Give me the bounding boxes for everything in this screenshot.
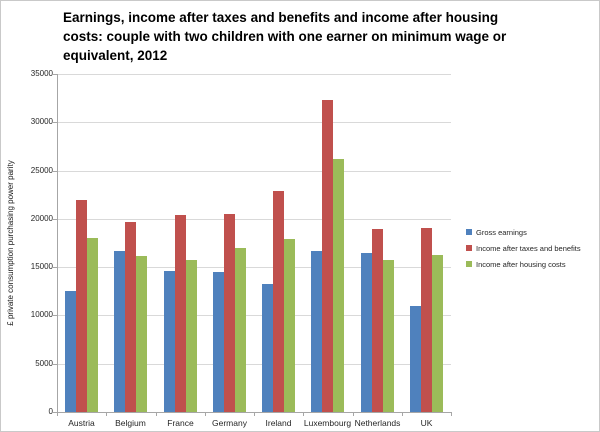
x-tick xyxy=(254,412,255,416)
y-tick-label: 25000 xyxy=(30,166,53,175)
y-tick-label: 35000 xyxy=(30,69,53,78)
x-cat-label: Ireland xyxy=(265,418,292,428)
x-cat-label: Germany xyxy=(212,418,247,428)
x-cat-label: Netherlands xyxy=(354,418,401,428)
y-tick xyxy=(53,315,57,316)
gridline xyxy=(57,219,451,220)
bar xyxy=(235,248,246,412)
chart-title-line: costs: couple with two children with one… xyxy=(63,29,507,44)
bar xyxy=(186,260,197,412)
chart-title-line: equivalent, 2012 xyxy=(63,48,168,63)
y-axis-title: £ private consumption purchasing power p… xyxy=(6,160,15,326)
bar xyxy=(76,200,87,412)
x-tick xyxy=(451,412,452,416)
bar xyxy=(65,291,76,412)
x-tick xyxy=(303,412,304,416)
x-cat-label: Belgium xyxy=(115,418,146,428)
bar xyxy=(224,214,235,412)
bar xyxy=(383,260,394,412)
bar xyxy=(164,271,175,412)
legend: Gross earnings Income after taxes and be… xyxy=(466,227,581,275)
y-tick xyxy=(53,171,57,172)
legend-item: Income after taxes and benefits xyxy=(466,243,581,253)
bar xyxy=(432,255,443,412)
x-tick xyxy=(57,412,58,416)
y-tick xyxy=(53,267,57,268)
legend-label: Income after housing costs xyxy=(476,259,566,269)
x-tick xyxy=(106,412,107,416)
legend-label: Gross earnings xyxy=(476,227,527,237)
y-tick-label: 10000 xyxy=(30,310,53,319)
y-tick xyxy=(53,412,57,413)
gridline xyxy=(57,122,451,123)
gridline xyxy=(57,74,451,75)
legend-item: Income after housing costs xyxy=(466,259,581,269)
bar xyxy=(311,251,322,412)
y-tick-label: 30000 xyxy=(30,117,53,126)
gridline xyxy=(57,171,451,172)
y-tick-label: 15000 xyxy=(30,262,53,271)
bar xyxy=(410,306,421,412)
bar xyxy=(322,100,333,412)
bar xyxy=(87,238,98,412)
bar xyxy=(262,284,273,412)
chart-title: Earnings, income after taxes and benefit… xyxy=(63,8,555,65)
x-tick xyxy=(353,412,354,416)
bar xyxy=(213,272,224,412)
y-tick xyxy=(53,219,57,220)
y-tick xyxy=(53,74,57,75)
bar xyxy=(421,228,432,412)
gridline xyxy=(57,364,451,365)
x-cat-label: France xyxy=(167,418,194,428)
gridline xyxy=(57,267,451,268)
gridline xyxy=(57,315,451,316)
bar xyxy=(114,251,125,412)
bar xyxy=(372,229,383,412)
y-tick-label: 5000 xyxy=(35,359,53,368)
y-tick xyxy=(53,364,57,365)
legend-swatch-icon xyxy=(466,245,472,251)
bar xyxy=(361,253,372,412)
legend-item: Gross earnings xyxy=(466,227,581,237)
x-cat-label: Luxembourg xyxy=(303,418,352,428)
legend-swatch-icon xyxy=(466,229,472,235)
x-tick xyxy=(205,412,206,416)
x-tick xyxy=(156,412,157,416)
bar xyxy=(175,215,186,412)
legend-swatch-icon xyxy=(466,261,472,267)
legend-label: Income after taxes and benefits xyxy=(476,243,581,253)
y-tick-label: 0 xyxy=(48,407,53,416)
bar xyxy=(136,256,147,412)
chart-title-line: Earnings, income after taxes and benefit… xyxy=(63,10,499,25)
y-axis-line xyxy=(57,74,58,412)
x-cat-label: UK xyxy=(420,418,433,428)
x-cat-label: Austria xyxy=(68,418,95,428)
bar xyxy=(333,159,344,412)
y-tick-label: 20000 xyxy=(30,214,53,223)
bar xyxy=(284,239,295,412)
bar xyxy=(273,191,284,412)
y-tick xyxy=(53,122,57,123)
x-tick xyxy=(402,412,403,416)
bar xyxy=(125,222,136,412)
